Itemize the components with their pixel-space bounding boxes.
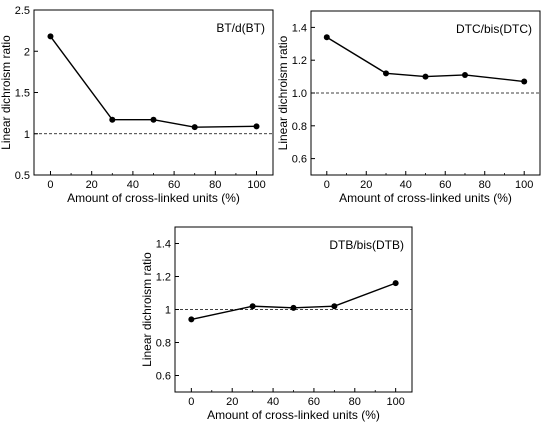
series-line bbox=[49, 35, 257, 128]
x-tick-label: 60 bbox=[168, 179, 180, 191]
y-tick-label: 1 bbox=[24, 129, 30, 141]
x-tick-label: 60 bbox=[308, 396, 320, 408]
data-point bbox=[331, 303, 338, 310]
y-tick-label: 1.2 bbox=[156, 272, 171, 284]
y-tick-label: 1.4 bbox=[292, 22, 307, 34]
y-tick-label: 2.5 bbox=[15, 5, 30, 17]
x-tick-label: 0 bbox=[188, 396, 194, 408]
y-axis-label: Linear dichroism ratio bbox=[276, 35, 290, 150]
x-tick-label: 0 bbox=[47, 179, 53, 191]
x-tick-label: 80 bbox=[349, 396, 361, 408]
data-point bbox=[323, 34, 330, 41]
data-point bbox=[290, 304, 297, 311]
y-tick-label: 0.8 bbox=[156, 338, 171, 350]
series-label: DTC/bis(DTC) bbox=[456, 22, 532, 36]
y-tick-label: 1.0 bbox=[292, 88, 307, 100]
y-tick-label: 2 bbox=[24, 46, 30, 58]
x-tick-label: 40 bbox=[400, 179, 412, 191]
data-point bbox=[521, 78, 528, 85]
y-axis-label: Linear dichroism ratio bbox=[140, 252, 154, 367]
data-point bbox=[191, 124, 198, 131]
data-point bbox=[109, 116, 116, 123]
x-tick-label: 40 bbox=[267, 396, 279, 408]
x-tick-label: 20 bbox=[86, 179, 98, 191]
x-tick-label: 80 bbox=[479, 179, 491, 191]
data-point bbox=[422, 73, 429, 80]
x-tick-label: 80 bbox=[209, 179, 221, 191]
y-tick-label: 1.4 bbox=[156, 239, 171, 251]
y-tick-label: 1 bbox=[165, 305, 171, 317]
data-point bbox=[249, 303, 256, 310]
x-tick-label: 20 bbox=[360, 179, 372, 191]
chart-panel-1: 0 20 40 60 80 100 0.5 1 1.5 2 2.5 Amount of cross-l… bbox=[0, 5, 274, 205]
chart-panel-3: 0 20 40 60 80 100 0.6 0.8 1 1.2 1.4 Amount of cross… bbox=[140, 226, 413, 422]
y-tick-label: 1.2 bbox=[292, 55, 307, 67]
y-tick-label: 1.5 bbox=[15, 88, 30, 100]
x-tick-label: 100 bbox=[247, 179, 265, 191]
chart-panel-2: 0 20 40 60 80 100 0.6 0.8 1.0 1.2 1.4 Amount of cro… bbox=[276, 10, 541, 205]
y-tick-label: 0.6 bbox=[292, 154, 307, 166]
y-tick-label: 0.8 bbox=[292, 121, 307, 133]
x-axis-label: Amount of cross-linked units (%) bbox=[207, 408, 380, 422]
x-axis-label: Amount of cross-linked units (%) bbox=[67, 191, 240, 205]
x-tick-label: 20 bbox=[226, 396, 238, 408]
data-point bbox=[188, 316, 195, 323]
data-point bbox=[150, 116, 157, 123]
y-tick-label: 0.6 bbox=[156, 371, 171, 383]
x-tick-label: 60 bbox=[439, 179, 451, 191]
x-tick-label: 0 bbox=[324, 179, 330, 191]
series-label: BT/d(BT) bbox=[216, 21, 265, 35]
series-label: DTB/bis(DTB) bbox=[329, 238, 404, 252]
data-point bbox=[461, 71, 468, 78]
x-tick-label: 40 bbox=[127, 179, 139, 191]
data-point bbox=[392, 280, 399, 287]
x-axis-label: Amount of cross-linked units (%) bbox=[339, 191, 512, 205]
x-tick-label: 100 bbox=[386, 396, 404, 408]
y-axis-label: Linear dichroism ratio bbox=[0, 35, 13, 150]
data-point bbox=[253, 123, 260, 130]
y-tick-label: 0.5 bbox=[15, 170, 30, 182]
x-tick-label: 100 bbox=[515, 179, 533, 191]
data-point bbox=[47, 33, 54, 40]
series-line bbox=[191, 282, 396, 321]
data-point bbox=[383, 70, 390, 77]
